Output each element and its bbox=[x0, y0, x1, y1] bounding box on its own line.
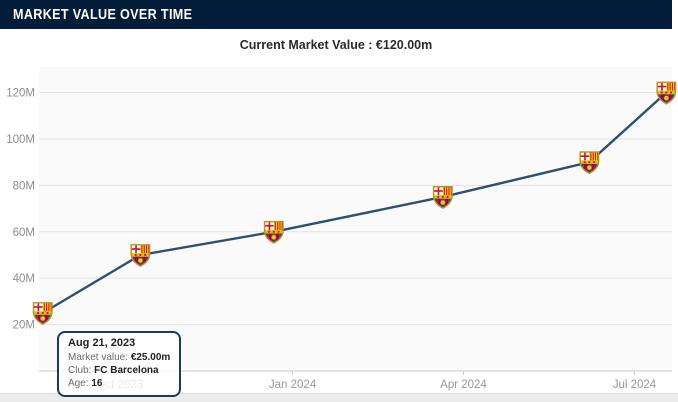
section-title: MARKET VALUE OVER TIME bbox=[13, 6, 193, 23]
chart-tooltip: Aug 21, 2023 Market value: €25.00m Club:… bbox=[57, 331, 182, 397]
tooltip-row-age: Age: 16 bbox=[68, 378, 103, 389]
x-axis-label: Apr 2024 bbox=[440, 379, 487, 391]
market-value-line bbox=[41, 91, 668, 315]
y-axis-label: 40M bbox=[13, 273, 35, 285]
x-axis-label: Jan 2024 bbox=[269, 379, 317, 391]
x-axis-label: Jul 2024 bbox=[613, 379, 657, 391]
y-axis-label: 60M bbox=[13, 227, 35, 239]
section-header: MARKET VALUE OVER TIME bbox=[0, 0, 672, 29]
tooltip-date: Aug 21, 2023 bbox=[68, 337, 136, 349]
tooltip-row-club: Club: FC Barcelona bbox=[68, 365, 159, 376]
y-axis-label: 100M bbox=[6, 134, 35, 146]
current-market-value-label: Current Market Value : €120.00m bbox=[239, 38, 433, 52]
page-bottom-strip bbox=[0, 393, 678, 402]
plot-area bbox=[39, 67, 672, 371]
tooltip-row-market-value: Market value: €25.00m bbox=[68, 352, 171, 363]
y-axis-label: 20M bbox=[13, 320, 35, 332]
y-axis-label: 120M bbox=[6, 88, 35, 100]
y-axis-label: 80M bbox=[13, 180, 35, 192]
